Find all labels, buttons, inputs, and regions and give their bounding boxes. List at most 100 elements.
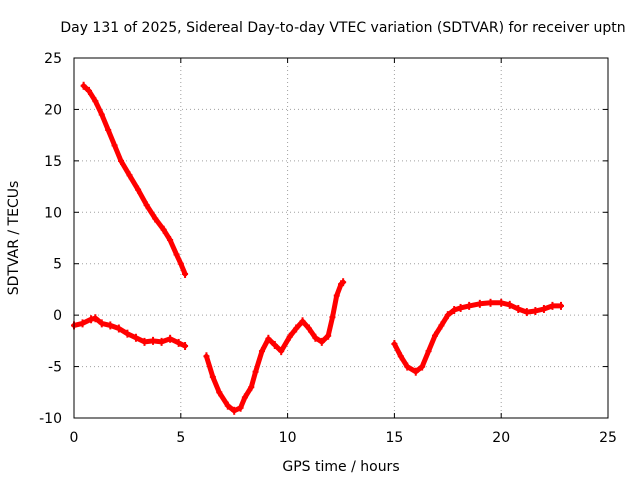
data-point xyxy=(271,340,278,349)
data-point xyxy=(265,334,272,343)
data-point xyxy=(318,337,325,346)
data-point xyxy=(476,299,483,308)
data-point xyxy=(111,141,118,150)
y-tick-label: -10 xyxy=(39,411,62,427)
data-point xyxy=(451,306,458,314)
data-point xyxy=(182,342,189,350)
y-tick-label: 20 xyxy=(44,102,62,118)
data-layer xyxy=(71,81,565,415)
data-point xyxy=(182,270,189,278)
x-tick-label: 5 xyxy=(176,430,185,446)
data-point xyxy=(391,339,398,348)
y-tick-label: 0 xyxy=(53,308,62,324)
data-point xyxy=(92,314,99,323)
data-point xyxy=(98,110,105,119)
x-axis-label: GPS time / hours xyxy=(282,459,399,475)
data-point xyxy=(231,406,238,415)
data-point xyxy=(286,332,293,341)
plot-frame xyxy=(73,57,609,419)
data-point xyxy=(107,321,114,330)
y-tick-label: 5 xyxy=(53,257,62,273)
tick-layer: 0 5 10 15 20 25 -10 -5 0 5 10 15 20 25 xyxy=(39,51,617,446)
data-point xyxy=(312,333,319,342)
data-point xyxy=(173,250,180,259)
series-line-late-segment xyxy=(391,300,564,375)
data-point xyxy=(444,311,451,320)
data-point xyxy=(209,372,216,381)
data-point xyxy=(88,315,95,324)
data-point xyxy=(305,324,312,333)
data-point xyxy=(532,307,539,316)
data-point xyxy=(340,278,347,287)
data-point xyxy=(419,362,426,371)
x-tick-label: 0 xyxy=(70,430,79,446)
data-point xyxy=(325,331,332,340)
y-tick-label: 10 xyxy=(44,205,62,221)
data-point xyxy=(515,304,522,313)
data-point xyxy=(397,352,404,361)
data-point xyxy=(329,313,336,322)
x-tick-label: 15 xyxy=(385,430,403,446)
chart-title: Day 131 of 2025, Sidereal Day-to-day VTE… xyxy=(60,20,625,36)
y-tick-label: 15 xyxy=(44,154,62,170)
data-point xyxy=(425,347,432,356)
data-point xyxy=(549,301,556,310)
data-point xyxy=(237,403,244,412)
data-point xyxy=(333,291,340,300)
data-point xyxy=(252,367,259,376)
data-point xyxy=(278,347,285,356)
data-point xyxy=(92,97,99,106)
data-point xyxy=(117,156,124,165)
data-point xyxy=(150,336,157,345)
y-tick-label: -5 xyxy=(48,360,62,376)
x-tick-label: 10 xyxy=(279,430,297,446)
data-point xyxy=(158,337,165,346)
data-point xyxy=(558,301,565,310)
y-tick-label: 25 xyxy=(44,51,62,67)
data-point xyxy=(167,236,174,245)
x-tick-label: 25 xyxy=(599,430,617,446)
data-point xyxy=(177,259,184,268)
data-point xyxy=(523,308,530,317)
data-point xyxy=(248,383,255,392)
data-point xyxy=(132,333,139,342)
grid-layer xyxy=(74,58,608,418)
data-point xyxy=(79,319,86,328)
data-point xyxy=(487,298,494,307)
data-point xyxy=(241,393,248,402)
data-point xyxy=(431,331,438,340)
data-point xyxy=(115,324,122,333)
data-point xyxy=(404,362,411,371)
data-point xyxy=(152,214,159,223)
data-point xyxy=(498,298,505,307)
data-point xyxy=(98,319,105,328)
data-point xyxy=(105,126,112,134)
data-point xyxy=(540,304,547,313)
data-point xyxy=(124,329,131,338)
data-point xyxy=(466,301,473,310)
data-point xyxy=(160,225,167,234)
data-point xyxy=(299,317,306,326)
data-point xyxy=(141,337,148,346)
data-point xyxy=(80,81,87,90)
data-point xyxy=(438,321,445,330)
y-axis-label: SDTVAR / TECUs xyxy=(6,181,22,296)
data-point xyxy=(506,300,513,309)
data-point xyxy=(135,185,142,194)
data-point xyxy=(258,347,265,356)
data-point xyxy=(224,401,231,410)
data-point xyxy=(203,352,210,361)
series-line-early-high-branch xyxy=(81,83,188,277)
data-point xyxy=(293,324,300,333)
data-point xyxy=(412,367,419,376)
data-point xyxy=(175,338,182,347)
data-point xyxy=(457,303,464,312)
data-point xyxy=(167,334,174,343)
data-point xyxy=(126,171,133,180)
data-point xyxy=(216,388,223,397)
x-tick-label: 20 xyxy=(492,430,510,446)
data-point xyxy=(143,201,150,210)
data-point xyxy=(85,86,92,95)
